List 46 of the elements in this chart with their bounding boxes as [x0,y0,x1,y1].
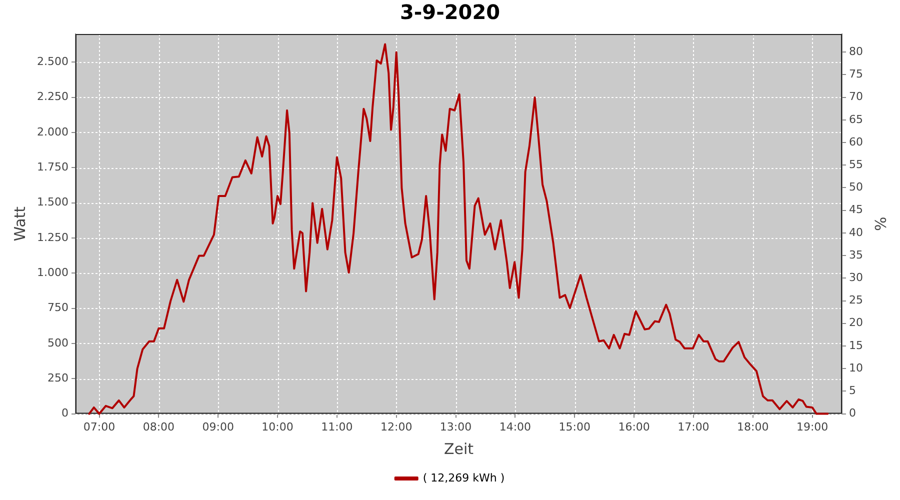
x-tick-label: 09:00 [202,420,234,434]
x-tick-label: 16:00 [618,420,650,434]
y-tick-label: 1.000 [36,266,68,279]
y2-tick-label: 10 [849,361,864,374]
y-tick-label: 250 [47,371,68,384]
y2-tick-label: 5 [849,384,856,398]
y2-tick-label: 35 [849,248,864,262]
y2-tick-label: 0 [849,406,856,420]
y2-tick-label: 75 [849,68,864,81]
y-tick-label: 2.000 [36,125,68,138]
y-tick-label: 1.500 [36,196,68,209]
chart-title: 3-9-2020 [400,0,500,24]
y2-axis-title: % [871,216,890,232]
y2-tick-label: 20 [849,316,864,330]
y-tick-label: 750 [47,301,68,314]
y-tick-label: 1.750 [36,160,68,174]
x-tick-label: 08:00 [142,420,175,434]
y2-tick-label: 15 [849,338,864,352]
x-tick-label: 14:00 [499,420,532,434]
y2-tick-label: 60 [849,135,864,148]
y-tick-label: 2.250 [36,90,68,104]
y2-tick-label: 25 [849,294,864,307]
x-tick-label: 07:00 [83,420,116,434]
y2-tick-label: 65 [849,112,864,126]
y2-tick-label: 40 [849,226,864,239]
x-tick-label: 15:00 [558,420,590,434]
legend-label: ( 12,269 kWh ) [422,471,505,484]
x-tick-label: 10:00 [262,420,294,434]
y2-tick-label: 70 [849,90,864,104]
x-tick-label: 11:00 [321,420,353,434]
x-tick-label: 13:00 [440,420,472,434]
y-tick-label: 0 [61,406,68,420]
y2-tick-label: 45 [849,203,864,216]
x-tick-label: 17:00 [678,420,710,434]
y-tick-label: 1.250 [36,230,68,244]
x-tick-label: 12:00 [380,420,412,434]
x-tick-label: 18:00 [737,420,769,434]
y-axis-title: Watt [10,206,29,242]
y2-tick-label: 55 [849,158,864,171]
y2-tick-label: 50 [849,180,864,194]
y-tick-label: 500 [47,336,68,350]
y2-tick-label: 80 [849,44,864,58]
y-tick-label: 2.500 [36,54,68,68]
y2-tick-label: 30 [849,271,864,284]
x-tick-label: 19:00 [796,420,828,434]
x-axis-title: Zeit [444,440,474,458]
